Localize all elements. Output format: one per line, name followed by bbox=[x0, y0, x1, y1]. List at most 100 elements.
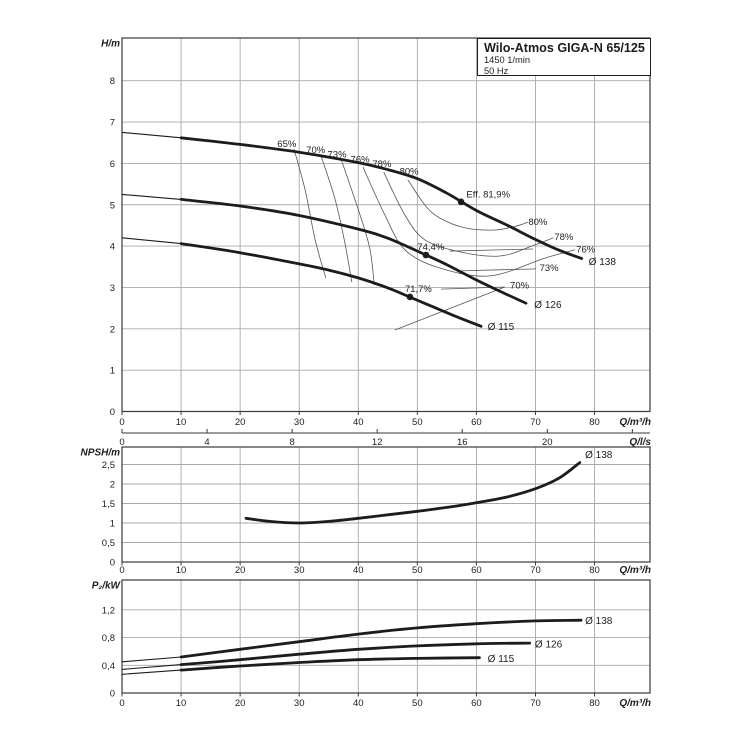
y-axis-unit-npsh: NPSH/m bbox=[81, 448, 121, 459]
x-tick-label: 80 bbox=[589, 565, 600, 576]
x-tick-label: 40 bbox=[353, 698, 364, 709]
x-tick-label: 40 bbox=[353, 417, 364, 428]
x-tick-label: 80 bbox=[589, 698, 600, 709]
x-tick-label: 10 bbox=[176, 565, 187, 576]
x2-tick-label: 12 bbox=[372, 437, 383, 448]
efficiency-leader-74,4%-right bbox=[449, 248, 534, 252]
curve-thin-Ø 138 bbox=[121, 656, 182, 663]
x-tick-label: 0 bbox=[119, 698, 124, 709]
efficiency-contour-73% bbox=[341, 160, 375, 286]
marked-point bbox=[406, 293, 414, 301]
x-tick-label: 60 bbox=[471, 565, 482, 576]
curve-thin-Ø 138 bbox=[121, 131, 182, 139]
efficiency-label-80%: 80% bbox=[528, 217, 548, 228]
x-axis-unit-npsh: Q/m³/h bbox=[619, 565, 651, 576]
x2-tick-label: 0 bbox=[119, 437, 124, 448]
y-tick-label: 2 bbox=[110, 480, 115, 491]
curve-label-Ø 126: Ø 126 bbox=[535, 639, 563, 650]
x-tick-label: 60 bbox=[471, 698, 482, 709]
curve-label-Ø 138: Ø 138 bbox=[585, 616, 613, 627]
efficiency-leader-73%-right bbox=[459, 268, 537, 272]
x-tick-label: 50 bbox=[412, 417, 423, 428]
x-axis-unit-head: Q/m³/h bbox=[619, 417, 651, 428]
title-box: Wilo-Atmos GIGA-N 65/125 1450 1/min 50 H… bbox=[477, 38, 651, 76]
y-tick-label: 0 bbox=[110, 689, 115, 700]
efficiency-label-65%: 65% bbox=[277, 139, 297, 150]
curve-thin-Ø 115 bbox=[121, 669, 182, 675]
efficiency-label-80%: 80% bbox=[400, 166, 420, 177]
curve-label-Ø 115: Ø 115 bbox=[488, 654, 515, 665]
efficiency-label-78%: 78% bbox=[372, 159, 392, 170]
x2-tick-label: 8 bbox=[289, 437, 294, 448]
y-tick-label: 0,8 bbox=[102, 633, 115, 644]
y-tick-label: 0,5 bbox=[102, 538, 115, 549]
curve-label-Ø 138: Ø 138 bbox=[589, 257, 617, 268]
y-tick-label: 1,5 bbox=[102, 499, 115, 510]
y-tick-label: 1 bbox=[110, 519, 115, 530]
x-tick-label: 50 bbox=[412, 698, 423, 709]
y-tick-label: 5 bbox=[110, 200, 115, 211]
x-tick-label: 60 bbox=[471, 417, 482, 428]
x-tick-label: 50 bbox=[412, 565, 423, 576]
y-tick-label: 0,4 bbox=[102, 661, 115, 672]
x-axis-unit-p2: Q/m³/h bbox=[619, 698, 651, 709]
efficiency-contour-78% bbox=[383, 171, 554, 257]
x-tick-label: 0 bbox=[119, 565, 124, 576]
efficiency-leader-70%-diagonal bbox=[394, 286, 505, 331]
efficiency-label-76%: 76% bbox=[576, 244, 596, 255]
y-tick-label: 8 bbox=[110, 76, 115, 87]
x-tick-label: 20 bbox=[235, 565, 246, 576]
curve-thin-Ø 126 bbox=[121, 664, 182, 670]
curve-Ø 126 bbox=[179, 641, 531, 666]
x-tick-label: 80 bbox=[589, 417, 600, 428]
marked-point bbox=[457, 198, 465, 206]
marked-point-label: 74,4% bbox=[417, 242, 444, 253]
x2-axis-unit: Q/l/s bbox=[629, 437, 651, 448]
y-tick-label: 7 bbox=[110, 118, 115, 129]
pump-model-title: Wilo-Atmos GIGA-N 65/125 bbox=[484, 41, 645, 55]
pump-speed: 1450 1/min bbox=[484, 55, 530, 65]
curve-Ø 138 bbox=[244, 461, 582, 525]
curve-Ø 115 bbox=[179, 656, 481, 672]
x-tick-label: 70 bbox=[530, 698, 541, 709]
efficiency-contour-65% bbox=[293, 148, 327, 279]
head-plot-border bbox=[121, 37, 651, 413]
p2-plot-border bbox=[121, 579, 651, 694]
efficiency-label-73%: 73% bbox=[540, 263, 560, 274]
curve-Ø 126 bbox=[179, 198, 528, 305]
x-tick-label: 10 bbox=[176, 698, 187, 709]
x-tick-label: 0 bbox=[119, 417, 124, 428]
efficiency-label-73%: 73% bbox=[328, 149, 348, 160]
x-tick-label: 70 bbox=[530, 565, 541, 576]
y-axis-unit-head: H/m bbox=[101, 39, 120, 50]
marked-point-label: 71,7% bbox=[405, 284, 432, 295]
y-tick-label: 3 bbox=[110, 283, 115, 294]
curve-Ø 115 bbox=[179, 242, 483, 328]
x-tick-label: 30 bbox=[294, 417, 305, 428]
efficiency-label-70%: 70% bbox=[510, 280, 530, 291]
x-tick-label: 20 bbox=[235, 698, 246, 709]
curve-label-Ø 115: Ø 115 bbox=[488, 322, 515, 333]
x-tick-label: 10 bbox=[176, 417, 187, 428]
y-tick-label: 2 bbox=[110, 324, 115, 335]
y-axis-unit-p2: P₂/kW bbox=[92, 581, 122, 592]
y-tick-label: 1,2 bbox=[102, 605, 115, 616]
y-tick-label: 1 bbox=[110, 366, 115, 377]
y-tick-label: 0 bbox=[110, 558, 115, 569]
curve-thin-Ø 115 bbox=[121, 237, 182, 245]
y-tick-label: 0 bbox=[110, 407, 115, 418]
efficiency-label-76%: 76% bbox=[351, 154, 371, 165]
x2-tick-label: 4 bbox=[204, 437, 209, 448]
x2-tick-label: 16 bbox=[457, 437, 468, 448]
efficiency-contour-76% bbox=[362, 166, 576, 277]
x-tick-label: 30 bbox=[294, 698, 305, 709]
curve-Ø 138 bbox=[179, 136, 583, 260]
x-tick-label: 70 bbox=[530, 417, 541, 428]
y-tick-label: 2,5 bbox=[102, 460, 115, 471]
x2-tick-label: 20 bbox=[542, 437, 553, 448]
curve-thin-Ø 126 bbox=[121, 193, 182, 200]
efficiency-label-78%: 78% bbox=[554, 232, 574, 243]
x-tick-label: 40 bbox=[353, 565, 364, 576]
